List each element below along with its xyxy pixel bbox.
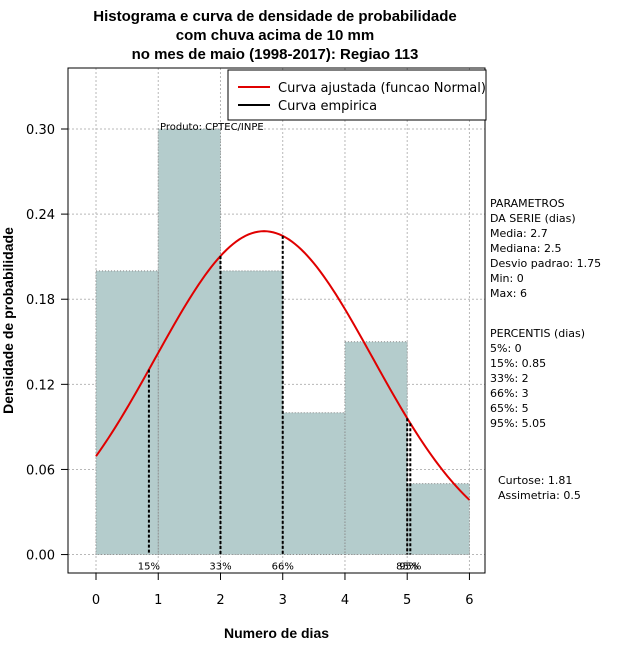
stat-line: Mediana: 2.5 xyxy=(490,242,561,255)
title-line: Histograma e curva de densidade de proba… xyxy=(93,8,456,25)
stat-line: 15%: 0.85 xyxy=(490,357,546,370)
y-axis: 0.00 0.06 0.12 0.18 0.24 0.30 xyxy=(26,123,68,564)
y-tick-label: 0.18 xyxy=(26,293,55,308)
histogram-bar xyxy=(158,128,221,555)
y-tick-label: 0.00 xyxy=(26,549,55,564)
stat-line: DA SERIE (dias) xyxy=(490,212,576,225)
stat-line: Min: 0 xyxy=(490,272,524,285)
stat-line: 95%: 5.05 xyxy=(490,417,546,430)
legend-box xyxy=(227,69,487,121)
legend: Curva ajustada (funcao Normal) Curva empi… xyxy=(227,69,487,121)
x-tick-label: 5 xyxy=(403,593,411,608)
y-tick-label: 0.24 xyxy=(26,208,55,223)
histogram-bar-outline xyxy=(344,341,408,556)
y-tick-label: 0.12 xyxy=(26,378,55,393)
histogram-bar-outline xyxy=(95,270,159,556)
stat-line: 66%: 3 xyxy=(490,387,529,400)
stat-line: 65%: 5 xyxy=(490,402,529,415)
stat-line: PARAMETROS xyxy=(490,197,565,210)
stat-line: Assimetria: 0.5 xyxy=(498,489,581,502)
legend-label: Curva empirica xyxy=(278,99,377,114)
x-axis: 0 1 2 3 4 5 6 xyxy=(92,572,474,608)
x-tick-label: 3 xyxy=(279,593,287,608)
x-tick-label: 6 xyxy=(465,593,473,608)
x-tick-label: 4 xyxy=(341,593,349,608)
histogram-bars xyxy=(95,128,470,556)
histogram-bar xyxy=(96,270,159,555)
histogram-bar xyxy=(220,270,283,555)
percentile-label: 33% xyxy=(209,562,231,573)
title-line: no mes de maio (1998-2017): Regiao 113 xyxy=(132,46,419,63)
y-tick-label: 0.30 xyxy=(26,123,55,138)
x-tick-label: 0 xyxy=(92,593,100,608)
stat-line: 5%: 0 xyxy=(490,342,522,355)
percentile-label: 66% xyxy=(272,562,294,573)
x-axis-title: Numero de dias xyxy=(224,625,329,641)
x-tick-label: 2 xyxy=(216,593,224,608)
legend-label: Curva ajustada (funcao Normal) xyxy=(278,81,486,96)
chart-title: Histograma e curva de densidade de proba… xyxy=(93,8,456,63)
x-tick-label: 1 xyxy=(154,593,162,608)
stat-line: Max: 6 xyxy=(490,287,527,300)
credit-label: Produto: CPTEC/INPE xyxy=(160,122,264,133)
percentile-label: 95% xyxy=(399,562,421,573)
stat-line: Media: 2.7 xyxy=(490,227,548,240)
percentile-label: 15% xyxy=(138,562,160,573)
stat-line: Curtose: 1.81 xyxy=(498,474,572,487)
histogram-bar-outline xyxy=(157,128,221,556)
histogram-bar xyxy=(282,412,345,555)
statistics-panel: PARAMETROS DA SERIE (dias) Media: 2.7 Med… xyxy=(490,197,601,502)
histogram-bar xyxy=(407,483,470,555)
stat-line: Desvio padrao: 1.75 xyxy=(490,257,601,270)
percentile-lines: 15% 33% 66% 85%95% xyxy=(138,235,421,573)
stat-line: PERCENTIS (dias) xyxy=(490,327,585,340)
title-line: com chuva acima de 10 mm xyxy=(176,27,374,44)
percentile-label: 85% xyxy=(396,562,418,573)
histogram-bar xyxy=(344,341,408,555)
y-axis-title: Densidade de probabilidade xyxy=(0,227,16,414)
stat-line: 33%: 2 xyxy=(490,372,529,385)
y-tick-label: 0.06 xyxy=(26,463,55,478)
